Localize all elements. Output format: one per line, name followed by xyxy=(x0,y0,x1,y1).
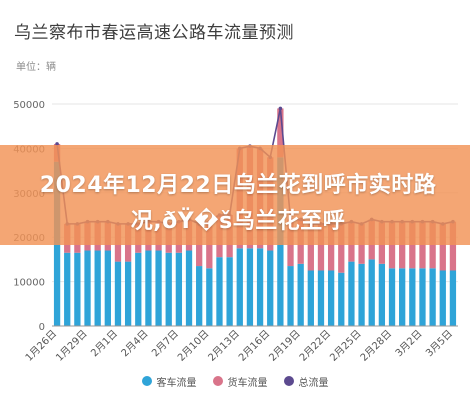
x-tick-label: 2月25日 xyxy=(328,328,364,364)
x-tick-label: 2月1日 xyxy=(88,328,120,360)
bar-passenger xyxy=(368,259,375,326)
bar-passenger xyxy=(449,270,457,326)
bar-passenger xyxy=(307,270,314,326)
x-tick-label: 2月13日 xyxy=(206,328,242,364)
x-tick-label: 2月10日 xyxy=(175,328,211,364)
bar-passenger xyxy=(246,248,254,326)
legend-swatch-passenger xyxy=(141,376,152,386)
bar-passenger xyxy=(256,248,264,326)
legend-label-passenger: 客车流量 xyxy=(156,377,197,389)
bar-passenger xyxy=(378,263,386,326)
x-tick-label: 3月2日 xyxy=(393,328,425,360)
bar-truck xyxy=(449,221,457,271)
headline-banner xyxy=(0,145,470,245)
bar-truck xyxy=(439,223,446,271)
legend-item-total[interactable]: 总流量 xyxy=(283,374,329,389)
x-tick-label: 2月28日 xyxy=(358,328,394,364)
legend-swatch-truck xyxy=(212,376,223,386)
y-tick-label: 10000 xyxy=(13,278,45,289)
unit-label: 单位：辆 xyxy=(16,62,56,73)
bar-passenger xyxy=(439,270,446,326)
chart-title: 乌兰察布市春运高速公路车流量预测 xyxy=(14,23,294,43)
bar-passenger xyxy=(287,266,294,326)
bar-passenger xyxy=(399,268,406,326)
x-tick-label: 3月5日 xyxy=(423,328,455,360)
bar-passenger xyxy=(155,250,162,326)
bar-passenger xyxy=(216,257,223,326)
bar-passenger xyxy=(124,261,132,326)
bar-passenger xyxy=(297,263,304,326)
y-tick-label: 0 xyxy=(39,322,45,333)
bar-passenger xyxy=(429,268,436,326)
bar-passenger xyxy=(226,257,233,326)
bar-passenger xyxy=(94,250,101,326)
bar-passenger xyxy=(84,250,91,326)
x-tick-label: 2月19日 xyxy=(267,328,303,364)
bar-truck xyxy=(317,223,325,271)
legend-label-total: 总流量 xyxy=(298,377,329,389)
chart-legend: 客车流量 货车流量 总流量 xyxy=(0,372,470,390)
bar-passenger xyxy=(74,252,81,326)
x-tick-label: 2月16日 xyxy=(236,328,272,364)
bar-passenger xyxy=(135,252,142,326)
x-tick-label: 2月22日 xyxy=(297,328,333,364)
bar-passenger xyxy=(206,268,213,326)
point-total xyxy=(278,106,283,111)
x-tick-label: 1月26日 xyxy=(23,328,59,364)
bar-truck xyxy=(277,108,284,158)
bar-passenger xyxy=(317,270,325,326)
bar-truck xyxy=(338,223,345,273)
bar-passenger xyxy=(104,250,111,326)
bar-passenger xyxy=(175,252,183,326)
point-total xyxy=(55,142,59,146)
bar-truck xyxy=(327,223,335,271)
bar-passenger xyxy=(358,263,365,326)
legend-item-truck[interactable]: 货车流量 xyxy=(212,374,268,389)
bar-passenger xyxy=(409,268,416,326)
x-tick-label: 1月29日 xyxy=(54,328,90,364)
bar-passenger xyxy=(114,261,122,326)
bar-passenger xyxy=(185,250,193,326)
bar-passenger xyxy=(338,272,345,326)
bar-passenger xyxy=(348,261,355,326)
bar-passenger xyxy=(388,268,396,326)
headline-text: 2024年12月22日乌兰花到呼市实时路况,ðŸ�š乌兰花至呼 xyxy=(39,173,437,234)
bar-passenger xyxy=(236,248,243,326)
legend-item-passenger[interactable]: 客车流量 xyxy=(141,374,197,389)
legend-swatch-total xyxy=(283,376,294,386)
bar-passenger xyxy=(145,250,152,326)
x-tick-label: 2月4日 xyxy=(119,328,151,360)
y-tick-label: 50000 xyxy=(13,100,45,111)
bar-passenger xyxy=(267,250,274,326)
bar-passenger xyxy=(165,252,172,326)
bar-passenger xyxy=(196,266,203,326)
bar-passenger xyxy=(327,270,335,326)
legend-label-truck: 货车流量 xyxy=(227,377,268,389)
bar-passenger xyxy=(64,252,71,326)
bar-passenger xyxy=(419,268,426,326)
bar-truck xyxy=(307,223,314,271)
